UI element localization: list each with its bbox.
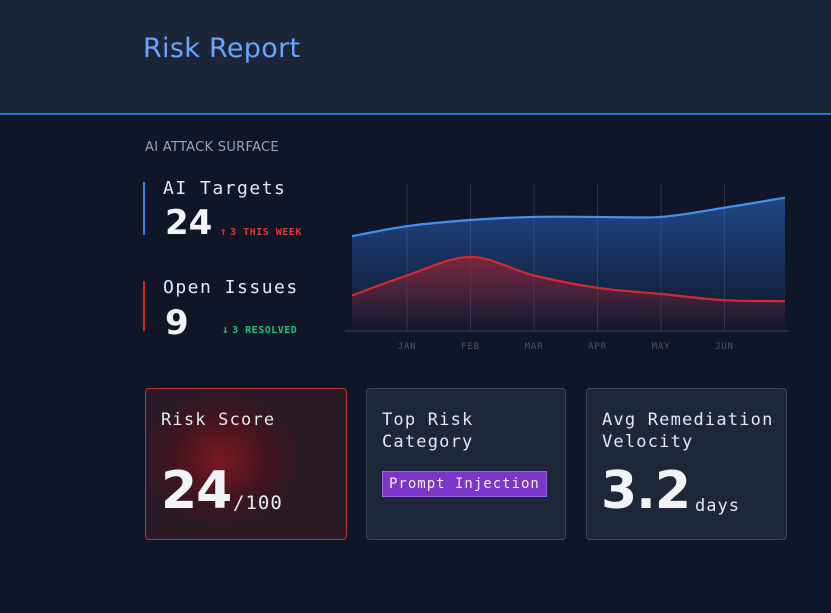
- delta-badge: ↑ 3 THIS WEEK: [220, 225, 302, 238]
- section-label: AI ATTACK SURFACE: [145, 140, 279, 155]
- card-title-line: Avg Remediation: [602, 410, 774, 430]
- risk-score-card: Risk Score 24 /100: [145, 388, 347, 540]
- delta-text: 3 RESOLVED: [232, 325, 298, 336]
- velocity-value: 3.2: [601, 461, 691, 521]
- card-title: Risk Score: [161, 410, 276, 430]
- x-tick-label: MAR: [525, 342, 544, 352]
- x-tick-label: MAY: [652, 342, 671, 352]
- card-title-line: Category: [382, 432, 474, 452]
- series-line-open-issues: [351, 255, 786, 303]
- metric-value: 24: [165, 203, 213, 243]
- metric-open-issues: Open Issues 9 ↓ 3 RESOLVED: [143, 277, 299, 343]
- x-tick-label: APR: [588, 342, 607, 352]
- risk-category-badge: Prompt Injection: [382, 471, 547, 497]
- series-area-open-issues: [352, 257, 785, 331]
- series-line-ai-targets: [351, 196, 786, 238]
- top-risk-card: Top Risk Category Prompt Injection: [366, 388, 566, 540]
- arrow-down-icon: ↓: [222, 323, 230, 336]
- card-title-line: Velocity: [602, 432, 694, 452]
- x-tick-label: FEB: [461, 342, 480, 352]
- risk-score-value: 24: [161, 461, 232, 521]
- x-tick-label: JUN: [715, 342, 734, 352]
- remediation-velocity-card: Avg Remediation Velocity 3.2 days: [586, 388, 787, 540]
- card-title: Top Risk Category: [382, 409, 473, 453]
- card-title-line: Top Risk: [382, 410, 474, 430]
- metric-ai-targets: AI Targets 24 ↑ 3 THIS WEEK: [143, 178, 301, 243]
- metric-label: AI Targets: [163, 178, 287, 199]
- velocity-unit: days: [695, 496, 740, 516]
- x-tick-label: JAN: [398, 342, 417, 352]
- delta-text: 3 THIS WEEK: [230, 227, 302, 238]
- page-title: Risk Report: [143, 33, 301, 64]
- page-header: Risk Report: [0, 0, 831, 115]
- arrow-up-icon: ↑: [220, 225, 228, 238]
- metric-label: Open Issues: [163, 277, 299, 298]
- trend-chart: JAN FEB MAR APR MAY JUN: [345, 183, 788, 352]
- risk-score-suffix: /100: [233, 492, 283, 514]
- delta-badge: ↓ 3 RESOLVED: [222, 323, 297, 336]
- metric-value: 9: [165, 303, 189, 343]
- card-title: Avg Remediation Velocity: [602, 409, 774, 453]
